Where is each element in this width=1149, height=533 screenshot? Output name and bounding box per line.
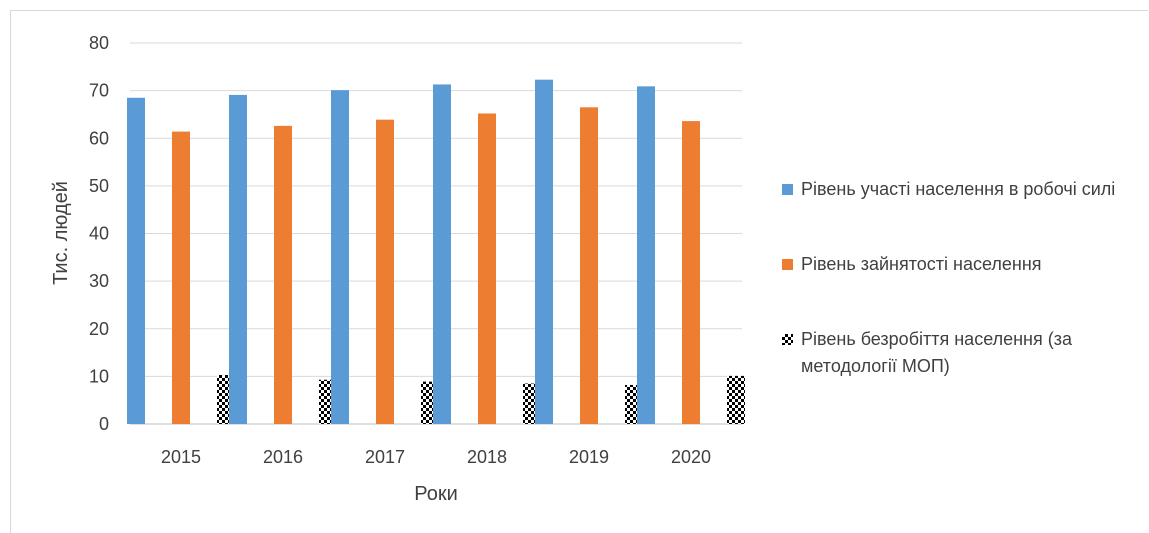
x-tick-label: 2017 [365, 447, 405, 467]
y-tick-label: 10 [89, 366, 109, 386]
bar-2015-series-1 [127, 97, 145, 425]
bar-2020-series-2 [682, 121, 700, 424]
bar-2017-series-1 [331, 90, 349, 425]
bar-2019-series-2 [580, 107, 598, 424]
legend-label: Рівень участі населення в робочі силі [801, 179, 1116, 199]
x-tick-label: 2020 [671, 447, 711, 467]
legend-label: Рівень безробіття населення (за методоло… [801, 329, 1073, 376]
legend-swatch [782, 259, 793, 270]
bar-2019-series-1 [535, 79, 553, 424]
y-axis-ticks: 0 10 20 30 40 50 60 70 80 [89, 33, 109, 434]
bar-2018-series-2 [478, 113, 496, 425]
x-tick-label: 2018 [467, 447, 507, 467]
y-tick-label: 20 [89, 319, 109, 339]
bar-2018-series-1 [433, 84, 451, 424]
legend-swatch [782, 334, 793, 345]
x-axis-title: Роки [414, 483, 458, 505]
legend-swatch [782, 184, 793, 195]
bar-2015-series-2 [172, 131, 190, 424]
legend-item-participation: Рівень участі населення в робочі силі [782, 176, 1142, 203]
legend-item-unemployment: Рівень безробіття населення (за методоло… [782, 326, 1142, 380]
bars [127, 79, 745, 425]
legend-label: Рівень зайнятості населення [801, 254, 1042, 274]
x-tick-label: 2015 [161, 447, 201, 467]
y-tick-label: 30 [89, 271, 109, 291]
chart-frame [10, 10, 1148, 533]
y-tick-label: 0 [99, 414, 109, 434]
y-tick-label: 80 [89, 33, 109, 53]
y-axis-title: Тис. людей [50, 181, 72, 285]
bar-2017-series-2 [376, 119, 394, 425]
legend-item-employment: Рівень зайнятості населення [782, 251, 1142, 278]
bar-2016-series-1 [229, 94, 247, 424]
x-tick-label: 2019 [569, 447, 609, 467]
y-tick-label: 40 [89, 224, 109, 244]
y-tick-label: 60 [89, 128, 109, 148]
bar-2016-series-2 [274, 125, 292, 425]
x-axis-ticks: 2015 2016 2017 2018 2019 2020 [161, 447, 711, 467]
bar-2020-series-1 [637, 86, 655, 425]
bar-2020-series-3 [727, 375, 745, 424]
x-tick-label: 2016 [263, 447, 303, 467]
y-tick-label: 70 [89, 81, 109, 101]
y-tick-label: 50 [89, 176, 109, 196]
